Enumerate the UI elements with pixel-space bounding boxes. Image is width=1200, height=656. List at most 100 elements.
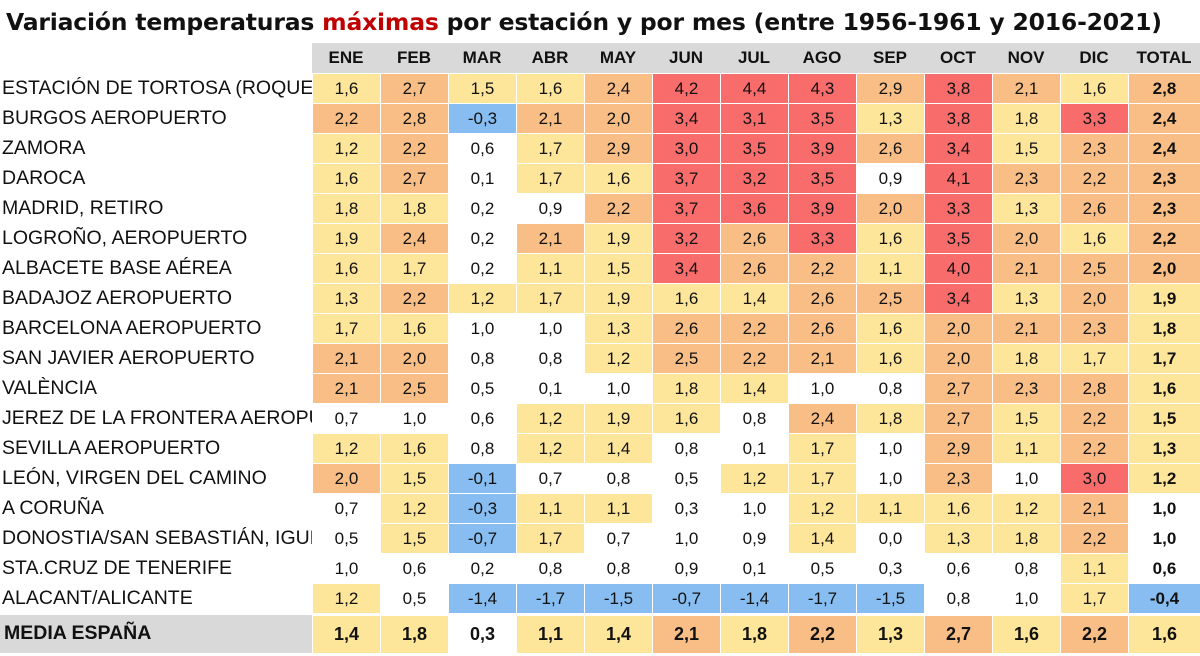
- data-cell: 2,1: [788, 343, 856, 373]
- data-cell: 3,3: [788, 223, 856, 253]
- data-cell: 2,6: [788, 313, 856, 343]
- total-cell: 1,5: [1128, 403, 1200, 433]
- data-cell: 2,6: [788, 283, 856, 313]
- data-cell: 4,3: [788, 73, 856, 103]
- data-cell: 1,8: [992, 103, 1060, 133]
- data-cell: 0,7: [312, 493, 380, 523]
- data-cell: -0,3: [448, 493, 516, 523]
- station-label: DAROCA: [0, 163, 312, 193]
- column-header: JUN: [652, 43, 720, 73]
- data-cell: 3,2: [652, 223, 720, 253]
- data-cell: 1,3: [992, 193, 1060, 223]
- data-cell: 3,1: [720, 103, 788, 133]
- data-cell: 1,5: [584, 253, 652, 283]
- data-cell: 3,8: [924, 103, 992, 133]
- data-cell: 2,0: [992, 223, 1060, 253]
- data-cell: 1,5: [992, 133, 1060, 163]
- data-cell: 0,2: [448, 553, 516, 583]
- data-cell: 0,7: [312, 403, 380, 433]
- data-cell: 0,9: [516, 193, 584, 223]
- total-cell: 1,0: [1128, 493, 1200, 523]
- data-cell: 1,2: [992, 493, 1060, 523]
- data-cell: 1,2: [312, 433, 380, 463]
- data-cell: 3,2: [720, 163, 788, 193]
- station-label: BARCELONA AEROPUERTO: [0, 313, 312, 343]
- column-header: OCT: [924, 43, 992, 73]
- data-cell: 2,0: [856, 193, 924, 223]
- data-cell: 0,5: [652, 463, 720, 493]
- data-cell: 0,5: [448, 373, 516, 403]
- data-cell: 1,7: [380, 253, 448, 283]
- data-cell: 2,0: [312, 463, 380, 493]
- average-total-cell: 1,6: [1128, 615, 1200, 653]
- data-cell: 2,4: [380, 223, 448, 253]
- average-cell: 2,7: [924, 615, 992, 653]
- data-cell: 0,5: [312, 523, 380, 553]
- data-cell: 0,8: [720, 403, 788, 433]
- station-label: VALÈNCIA: [0, 373, 312, 403]
- total-cell: 2,3: [1128, 163, 1200, 193]
- column-header: MAR: [448, 43, 516, 73]
- data-cell: 1,0: [516, 313, 584, 343]
- data-cell: 1,0: [788, 373, 856, 403]
- column-header: TOTAL: [1128, 43, 1200, 73]
- data-cell: 1,3: [856, 103, 924, 133]
- data-cell: 2,2: [1060, 523, 1128, 553]
- data-cell: 0,8: [924, 583, 992, 613]
- data-cell: 1,2: [448, 283, 516, 313]
- data-cell: 3,6: [720, 193, 788, 223]
- data-cell: 1,6: [856, 313, 924, 343]
- data-cell: 3,4: [924, 133, 992, 163]
- data-cell: 4,4: [720, 73, 788, 103]
- total-cell: 1,0: [1128, 523, 1200, 553]
- data-cell: 1,1: [856, 493, 924, 523]
- total-cell: 2,4: [1128, 133, 1200, 163]
- station-label: STA.CRUZ DE TENERIFE: [0, 553, 312, 583]
- data-cell: 1,5: [448, 73, 516, 103]
- data-cell: 2,1: [992, 313, 1060, 343]
- data-cell: 1,6: [924, 493, 992, 523]
- data-cell: 3,5: [788, 103, 856, 133]
- station-label: SAN JAVIER AEROPUERTO: [0, 343, 312, 373]
- data-cell: 3,7: [652, 193, 720, 223]
- data-cell: 0,9: [652, 553, 720, 583]
- title-before: Variación temperaturas: [6, 8, 323, 36]
- column-header: AGO: [788, 43, 856, 73]
- data-cell: 1,2: [720, 463, 788, 493]
- data-cell: 2,2: [312, 103, 380, 133]
- data-cell: 2,1: [516, 103, 584, 133]
- data-cell: 1,6: [516, 73, 584, 103]
- data-cell: 1,0: [720, 493, 788, 523]
- data-cell: 0,7: [516, 463, 584, 493]
- average-cell: 2,1: [652, 615, 720, 653]
- data-cell: 1,7: [1060, 343, 1128, 373]
- data-cell: 1,5: [380, 523, 448, 553]
- data-cell: 3,5: [924, 223, 992, 253]
- data-cell: 2,3: [1060, 313, 1128, 343]
- data-cell: 2,3: [992, 373, 1060, 403]
- data-cell: 1,3: [924, 523, 992, 553]
- total-cell: 1,8: [1128, 313, 1200, 343]
- data-cell: 2,3: [1060, 133, 1128, 163]
- station-label: ALBACETE BASE AÉREA: [0, 253, 312, 283]
- data-cell: 1,7: [516, 523, 584, 553]
- station-label: BURGOS AEROPUERTO: [0, 103, 312, 133]
- station-label: DONOSTIA/SAN SEBASTIÁN, IGUELDO: [0, 523, 312, 553]
- data-cell: 1,6: [1060, 223, 1128, 253]
- data-cell: 0,8: [516, 343, 584, 373]
- data-cell: 2,0: [924, 343, 992, 373]
- data-cell: 1,3: [584, 313, 652, 343]
- data-cell: 4,2: [652, 73, 720, 103]
- data-cell: 1,0: [856, 433, 924, 463]
- data-cell: 1,8: [312, 193, 380, 223]
- data-cell: -0,7: [652, 583, 720, 613]
- data-cell: 0,3: [856, 553, 924, 583]
- data-cell: 1,1: [992, 433, 1060, 463]
- data-cell: 1,2: [380, 493, 448, 523]
- data-cell: 1,1: [516, 253, 584, 283]
- data-cell: 2,3: [924, 463, 992, 493]
- data-cell: 1,1: [584, 493, 652, 523]
- data-cell: 3,0: [652, 133, 720, 163]
- data-cell: 1,2: [788, 493, 856, 523]
- average-cell: 1,4: [312, 615, 380, 653]
